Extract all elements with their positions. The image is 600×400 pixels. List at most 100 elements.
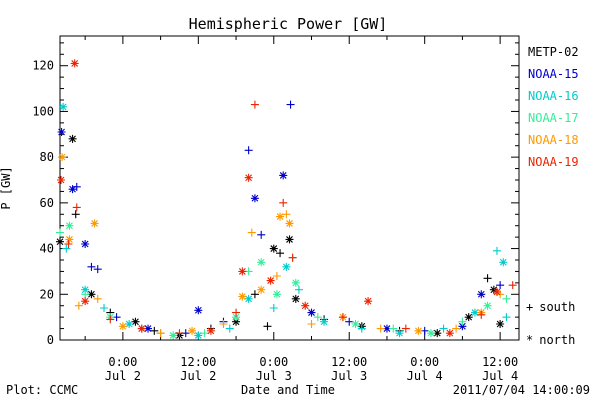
data-point-north	[364, 297, 373, 306]
data-point-north	[499, 258, 508, 267]
data-point-north	[285, 219, 294, 228]
y-axis: 0 20 40 60 80 100 120	[32, 42, 519, 347]
y-tick-label: 0	[47, 333, 54, 347]
y-tick-label: 40	[40, 242, 54, 256]
legend-marker-label: south	[539, 300, 575, 314]
legend-marker-north: * north	[526, 333, 575, 347]
data-point-north	[238, 267, 247, 276]
data-point-north	[320, 317, 329, 326]
data-point-south	[175, 329, 184, 338]
data-point-south	[492, 246, 501, 255]
x-tick-label-date: Jul 3	[256, 369, 292, 383]
data-point-south	[257, 230, 266, 239]
legend-marker-label: north	[539, 333, 575, 347]
data-point-north	[144, 324, 153, 333]
series-noaa-16	[59, 102, 511, 340]
legend-marker-symbol: +	[526, 300, 533, 314]
data-point-north	[206, 326, 215, 335]
data-point-south	[100, 304, 109, 312]
data-point-south	[279, 198, 288, 207]
data-point-south	[200, 329, 209, 338]
data-point-south	[93, 265, 102, 274]
data-point-north	[351, 320, 360, 328]
data-point-north	[68, 185, 77, 194]
data-point-south	[282, 210, 291, 219]
data-point-south	[313, 313, 322, 322]
data-point-north	[137, 324, 146, 333]
data-point-north	[426, 329, 435, 338]
data-point-north	[272, 290, 281, 299]
x-tick-label-date: Jul 4	[407, 369, 443, 383]
y-tick-label: 100	[32, 104, 54, 118]
data-point-north	[244, 294, 253, 303]
data-point-south	[247, 228, 256, 237]
data-point-north	[458, 322, 467, 331]
data-point-north	[59, 102, 68, 111]
series-noaa-18	[58, 153, 505, 338]
data-point-south	[496, 281, 505, 290]
x-tick-label-time: 12:00	[482, 355, 518, 369]
data-point-south	[452, 324, 461, 333]
data-point-south	[439, 324, 448, 333]
data-point-south	[376, 324, 385, 333]
data-point-north	[445, 329, 454, 338]
data-point-south	[502, 313, 511, 322]
data-point-south	[244, 146, 253, 155]
x-tick-label-time: 0:00	[259, 355, 288, 369]
data-point-south	[93, 294, 102, 303]
data-point-north	[68, 134, 77, 143]
data-point-north	[81, 285, 90, 294]
data-point-north	[279, 171, 288, 180]
legend-item: NOAA-16	[528, 89, 579, 103]
chart-title: Hemispheric Power [GW]	[189, 15, 388, 33]
legend-item: NOAA-18	[528, 133, 579, 147]
data-point-north	[291, 294, 300, 303]
x-tick-label-date: Jul 2	[105, 369, 141, 383]
y-tick-label: 60	[40, 196, 54, 210]
series-layer	[56, 59, 517, 340]
data-point-north	[282, 262, 291, 271]
data-point-south	[269, 304, 278, 312]
y-tick-label: 80	[40, 150, 54, 164]
series-noaa-15	[57, 100, 505, 338]
data-point-north	[194, 331, 203, 340]
data-point-south	[81, 290, 90, 299]
data-point-south	[345, 317, 354, 326]
data-point-north	[244, 173, 253, 182]
x-tick-label-date: Jul 2	[180, 369, 216, 383]
x-tick-label-time: 0:00	[410, 355, 439, 369]
legend-marker-south: + south	[526, 300, 575, 314]
data-point-south	[276, 249, 285, 258]
data-point-north	[492, 288, 501, 296]
data-point-south	[72, 203, 81, 212]
data-point-north	[81, 297, 90, 306]
data-point-south	[225, 324, 234, 333]
legend-item: NOAA-19	[528, 155, 579, 169]
data-point-north	[232, 313, 241, 322]
data-point-north	[131, 317, 140, 326]
data-point-south	[401, 324, 410, 333]
data-point-north	[70, 59, 79, 68]
data-point-north	[125, 320, 134, 328]
series-metp-02	[56, 134, 505, 340]
data-point-south	[72, 182, 81, 191]
data-point-south	[263, 322, 272, 331]
data-point-north	[483, 301, 492, 310]
data-point-north	[307, 308, 316, 317]
x-tick-label-date: Jul 4	[482, 369, 518, 383]
data-point-south	[502, 294, 511, 303]
data-point-south	[294, 285, 303, 294]
data-point-north	[57, 128, 66, 136]
data-point-south	[307, 320, 316, 328]
data-point-south	[272, 272, 281, 280]
footer-timestamp: 2011/07/04 14:00:09	[453, 383, 590, 397]
data-point-south	[156, 329, 165, 338]
data-point-south	[250, 100, 259, 109]
data-point-north	[301, 301, 310, 310]
data-point-south	[357, 324, 366, 333]
data-point-south	[219, 320, 228, 328]
y-tick-label: 120	[32, 59, 54, 73]
data-point-north	[395, 329, 404, 338]
data-point-north	[291, 278, 300, 287]
